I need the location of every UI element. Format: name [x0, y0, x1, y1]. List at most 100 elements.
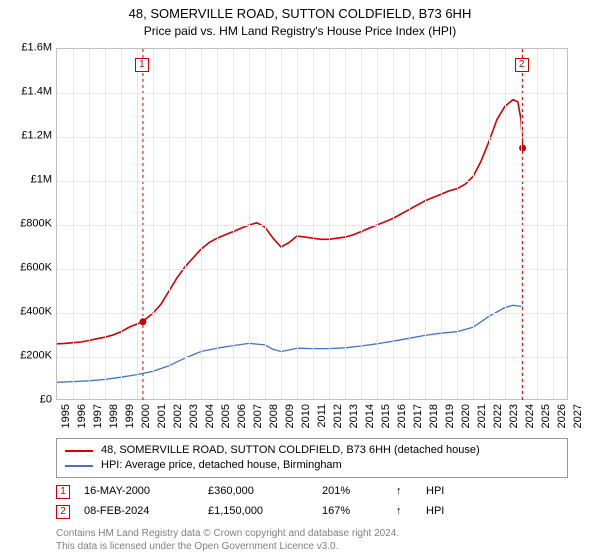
gridline-v [377, 49, 378, 399]
x-axis-label: 2010 [300, 404, 313, 428]
x-axis-label: 2022 [492, 404, 505, 428]
transaction-row: 2 08-FEB-2024 £1,150,000 167% ↑ HPI [56, 502, 568, 522]
y-axis-label: £200K [8, 349, 52, 362]
marker-point [139, 318, 146, 325]
x-axis-label: 2001 [156, 404, 169, 428]
gridline-v [201, 49, 202, 399]
x-axis-label: 2004 [204, 404, 217, 428]
gridline-v [217, 49, 218, 399]
gridline-v [281, 49, 282, 399]
x-axis-label: 2019 [444, 404, 457, 428]
x-axis-label: 2000 [140, 404, 153, 428]
gridline-h [57, 357, 567, 358]
transaction-date: 08-FEB-2024 [84, 505, 194, 518]
gridline-v [409, 49, 410, 399]
transactions-table: 1 16-MAY-2000 £360,000 201% ↑ HPI 2 08-FEB-2024… [56, 482, 568, 522]
transaction-pct: 167% [322, 505, 382, 518]
legend-label: HPI: Average price, detached house, Birm… [101, 459, 342, 472]
gridline-v [425, 49, 426, 399]
x-axis-label: 2007 [252, 404, 265, 428]
transaction-marker: 1 [56, 485, 70, 499]
chart-subtitle: Price paid vs. HM Land Registry's House … [0, 24, 600, 38]
gridline-h [57, 181, 567, 182]
x-axis-label: 2021 [476, 404, 489, 428]
footer-attribution: Contains HM Land Registry data © Crown c… [56, 528, 568, 553]
x-axis-label: 1996 [76, 404, 89, 428]
transaction-arrow-up-icon: ↑ [396, 505, 412, 518]
gridline-v [537, 49, 538, 399]
x-axis-label: 2024 [524, 404, 537, 428]
legend-swatch [65, 450, 93, 452]
footer-line-1: Contains HM Land Registry data © Crown c… [56, 528, 568, 541]
gridline-v [313, 49, 314, 399]
chart-title: 48, SOMERVILLE ROAD, SUTTON COLDFIELD, B… [0, 6, 600, 22]
gridline-v [265, 49, 266, 399]
gridline-v [457, 49, 458, 399]
gridline-v [297, 49, 298, 399]
marker-badge: 1 [135, 58, 149, 72]
x-axis-label: 1999 [124, 404, 137, 428]
transaction-row: 1 16-MAY-2000 £360,000 201% ↑ HPI [56, 482, 568, 502]
gridline-v [105, 49, 106, 399]
gridline-v [553, 49, 554, 399]
x-axis-label: 2026 [556, 404, 569, 428]
x-axis-label: 2020 [460, 404, 473, 428]
x-axis-label: 2009 [284, 404, 297, 428]
gridline-h [57, 313, 567, 314]
gridline-v [185, 49, 186, 399]
x-axis-label: 2023 [508, 404, 521, 428]
legend-swatch [65, 465, 93, 467]
x-axis-label: 2013 [348, 404, 361, 428]
y-axis-label: £800K [8, 217, 52, 230]
gridline-v [473, 49, 474, 399]
chart-svg [57, 49, 567, 399]
x-axis-label: 2012 [332, 404, 345, 428]
gridline-v [153, 49, 154, 399]
x-axis-label: 2005 [220, 404, 233, 428]
series-line-hpi [57, 305, 523, 382]
gridline-v [393, 49, 394, 399]
marker-badge: 2 [515, 58, 529, 72]
x-axis-label: 2006 [236, 404, 249, 428]
gridline-v [361, 49, 362, 399]
gridline-v [489, 49, 490, 399]
transaction-pct: 201% [322, 485, 382, 498]
x-axis-label: 2015 [380, 404, 393, 428]
y-axis-label: £1.2M [8, 129, 52, 142]
legend-label: 48, SOMERVILLE ROAD, SUTTON COLDFIELD, B… [101, 444, 480, 457]
y-axis-label: £400K [8, 305, 52, 318]
x-axis-label: 2017 [412, 404, 425, 428]
x-axis-label: 2025 [540, 404, 553, 428]
x-axis-label: 2003 [188, 404, 201, 428]
y-axis-label: £1M [8, 173, 52, 186]
transaction-marker: 2 [56, 505, 70, 519]
gridline-v [521, 49, 522, 399]
footer-line-2: This data is licensed under the Open Gov… [56, 541, 568, 554]
gridline-v [345, 49, 346, 399]
x-axis-label: 2018 [428, 404, 441, 428]
gridline-h [57, 225, 567, 226]
x-axis-label: 1998 [108, 404, 121, 428]
transaction-date: 16-MAY-2000 [84, 485, 194, 498]
gridline-h [57, 93, 567, 94]
transaction-price: £360,000 [208, 485, 308, 498]
transaction-arrow-up-icon: ↑ [396, 485, 412, 498]
x-axis-label: 2008 [268, 404, 281, 428]
legend-row: 48, SOMERVILLE ROAD, SUTTON COLDFIELD, B… [65, 443, 559, 458]
x-axis-label: 1995 [60, 404, 73, 428]
x-axis-label: 2016 [396, 404, 409, 428]
transaction-suffix: HPI [426, 485, 456, 498]
y-axis-label: £1.4M [8, 85, 52, 98]
transaction-price: £1,150,000 [208, 505, 308, 518]
gridline-v [137, 49, 138, 399]
gridline-v [249, 49, 250, 399]
legend-box: 48, SOMERVILLE ROAD, SUTTON COLDFIELD, B… [56, 438, 568, 478]
y-axis-label: £600K [8, 261, 52, 274]
y-axis-label: £0 [8, 393, 52, 406]
x-axis-label: 2014 [364, 404, 377, 428]
transaction-suffix: HPI [426, 505, 456, 518]
gridline-v [169, 49, 170, 399]
x-axis-label: 2027 [572, 404, 585, 428]
gridline-h [57, 137, 567, 138]
gridline-v [329, 49, 330, 399]
